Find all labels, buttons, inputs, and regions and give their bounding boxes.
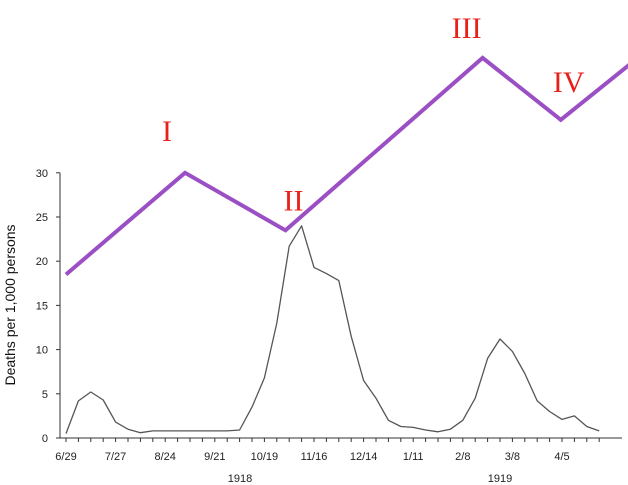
y-tick-label: 15 xyxy=(36,300,48,312)
y-tick-label: 0 xyxy=(42,433,48,445)
x-tick-label: 8/24 xyxy=(154,451,175,463)
x-tick-label: 12/14 xyxy=(350,451,378,463)
y-tick-label: 20 xyxy=(36,256,48,268)
x-tick-label: 7/27 xyxy=(105,451,126,463)
x-tick-label: 3/8 xyxy=(505,451,520,463)
x-tick-label: 4/5 xyxy=(554,451,569,463)
y-tick-label: 5 xyxy=(42,389,48,401)
y-axis-label: Deaths per 1,000 persons xyxy=(2,224,18,385)
wave-label: I xyxy=(162,115,172,148)
wave-trend-line xyxy=(64,55,628,277)
y-tick-label: 30 xyxy=(36,168,48,180)
wave-label: II xyxy=(283,184,303,217)
annotation-layer xyxy=(64,55,628,277)
series-layer xyxy=(65,225,600,434)
wave-labels: IIIIIIIVV xyxy=(162,12,585,217)
year-label: 1918 xyxy=(228,473,252,485)
x-tick-label: 6/29 xyxy=(55,451,76,463)
y-tick-label: 10 xyxy=(36,345,48,357)
x-tick-label: 9/21 xyxy=(204,451,225,463)
x-axis: 6/29 7/27 8/24 9/21 10/19 11/16 12/14 1/11 2/8 3/… xyxy=(55,437,622,485)
x-tick-label: 11/16 xyxy=(301,451,328,463)
series-line xyxy=(65,225,600,434)
x-tick-label: 10/19 xyxy=(251,451,279,463)
y-axis: 0 5 10 15 20 25 30 xyxy=(36,168,61,445)
x-tick-label: 1/11 xyxy=(403,451,424,463)
y-tick-label: 25 xyxy=(36,212,48,224)
year-label: 1919 xyxy=(488,473,512,485)
x-tick-label: 2/8 xyxy=(455,451,470,463)
wave-label: IV xyxy=(553,66,585,99)
wave-label: III xyxy=(452,12,482,45)
